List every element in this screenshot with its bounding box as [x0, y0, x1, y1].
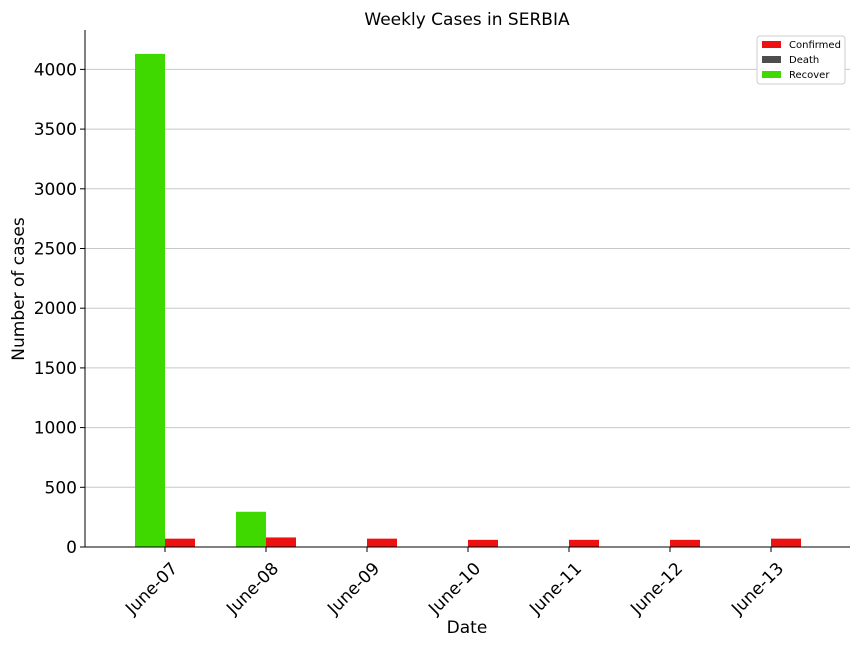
bar-confirmed	[165, 538, 195, 547]
x-tick-label: June-07	[121, 559, 182, 620]
x-tick-label: June-12	[626, 559, 687, 620]
y-tick-label: 500	[45, 478, 77, 498]
legend-swatch	[762, 71, 781, 78]
bars	[135, 53, 801, 547]
y-tick-label: 1000	[34, 419, 77, 439]
y-tick-label: 0	[66, 538, 77, 558]
x-axis-label: Date	[447, 618, 488, 638]
x-tick-label: June-08	[222, 559, 283, 620]
legend-entry: Death	[789, 55, 819, 66]
x-tick-label: June-13	[727, 559, 788, 620]
legend-entry: Recover	[789, 70, 830, 81]
bar-confirmed	[468, 539, 498, 547]
x-tick-label: June-09	[323, 559, 384, 620]
x-tick-label: June-10	[424, 559, 485, 620]
bar-confirmed	[670, 539, 700, 547]
legend-swatch	[762, 56, 781, 63]
gridlines	[85, 68, 850, 488]
y-tick-label: 3000	[34, 180, 77, 200]
legend: Confirmed Death Recover	[756, 35, 846, 85]
y-tick-label: 2000	[34, 299, 77, 319]
bar-confirmed	[569, 539, 599, 547]
y-axis-ticks: 0 500 1000 1500 2000 2500 3000 3500 4000	[34, 60, 85, 558]
axes	[84, 30, 850, 548]
y-tick-label: 3500	[34, 120, 77, 140]
y-axis-label: Number of cases	[9, 217, 29, 361]
bar-confirmed	[266, 537, 296, 547]
bar-recover	[135, 53, 165, 547]
legend-swatch	[762, 41, 781, 48]
bar-recover	[236, 511, 266, 547]
chart-title: Weekly Cases in SERBIA	[364, 10, 570, 30]
x-axis-ticks: June-07 June-08 June-09 June-10 June-11 June-…	[121, 547, 788, 620]
bar-confirmed	[771, 538, 801, 547]
legend-entry: Confirmed	[789, 40, 841, 51]
bar-confirmed	[367, 538, 397, 547]
y-tick-label: 1500	[34, 359, 77, 379]
y-tick-label: 2500	[34, 240, 77, 260]
x-tick-label: June-11	[525, 559, 586, 620]
y-tick-label: 4000	[34, 60, 77, 80]
